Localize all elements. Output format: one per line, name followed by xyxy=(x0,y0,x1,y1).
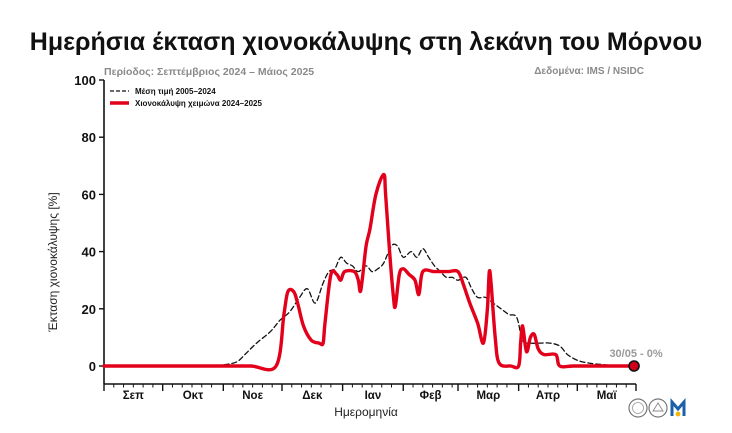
y-tick-label: 100 xyxy=(74,73,96,88)
y-tick-label: 80 xyxy=(82,130,96,145)
y-axis-label: Έκταση χιονοκάλυψης [%] xyxy=(46,192,60,332)
x-tick-label: Σεπ xyxy=(123,390,144,402)
x-tick-label: Οκτ xyxy=(183,390,204,402)
institute-logo xyxy=(648,398,668,418)
x-tick-label: Μαρ xyxy=(476,390,500,402)
legend: Μέση τιμή 2005–2024 Χιονοκάλυψη χειμώνα 2… xyxy=(110,87,262,108)
end-point-marker xyxy=(628,360,640,372)
x-tick-label: Ιαν xyxy=(365,390,382,402)
y-tick-label: 20 xyxy=(82,302,96,317)
data-source: Δεδομένα: IMS / NSIDC xyxy=(534,66,644,77)
x-tick-label: Νοε xyxy=(242,390,263,402)
y-tick-label: 40 xyxy=(82,245,96,260)
x-tick-label: Απρ xyxy=(536,390,560,402)
y-tick-label: 60 xyxy=(82,187,96,202)
legend-label: Μέση τιμή 2005–2024 xyxy=(135,87,216,96)
x-axis: Σεπ Οκτ Νοε Δεκ Ιαν Φεβ Μαρ Απρ Μαϊ xyxy=(103,384,637,402)
series-line-current xyxy=(102,172,634,372)
y-axis: 0 20 40 60 80 100 xyxy=(74,73,104,374)
period-subtitle: Περίοδος: Σεπτέμβριος 2024 – Μάιος 2025 xyxy=(104,66,315,78)
x-tick-label: Δεκ xyxy=(302,390,323,402)
meteo-logo xyxy=(670,397,686,417)
logos xyxy=(628,396,698,420)
seal-logo xyxy=(628,398,648,418)
chart-title: Ημερήσια έκταση χιονοκάλυψης στη λεκάνη … xyxy=(29,28,703,56)
y-tick-label: 0 xyxy=(89,359,96,374)
end-point-label: 30/05 - 0% xyxy=(609,348,662,360)
plot-frame xyxy=(103,80,636,385)
x-tick-label: Φεβ xyxy=(420,390,442,402)
series-line-mean xyxy=(103,243,633,367)
x-axis-label: Ημερομηνία xyxy=(334,405,398,419)
legend-label: Χιονοκάλυψη χειμώνα 2024–2025 xyxy=(135,99,262,108)
series-layer: 30/05 - 0% xyxy=(102,172,663,372)
x-tick-label: Μαϊ xyxy=(597,390,618,402)
